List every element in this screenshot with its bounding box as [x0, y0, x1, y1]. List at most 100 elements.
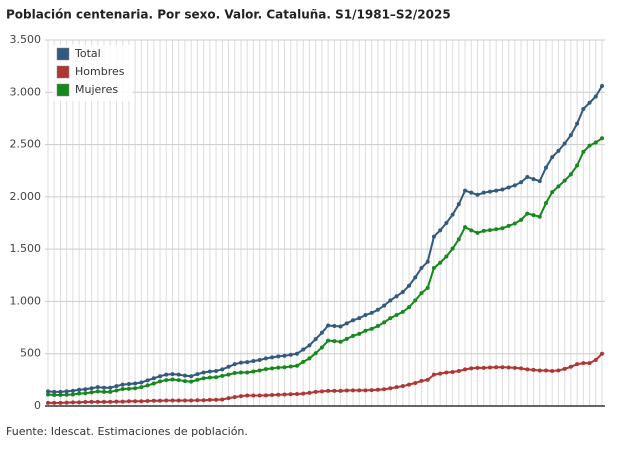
- point: [158, 398, 163, 403]
- point: [133, 381, 138, 386]
- point: [95, 385, 100, 390]
- point: [83, 387, 88, 392]
- point: [70, 388, 75, 393]
- point: [245, 370, 250, 375]
- point: [344, 388, 349, 393]
- point: [351, 388, 356, 393]
- point: [444, 254, 449, 259]
- point: [207, 369, 212, 374]
- point: [463, 188, 468, 193]
- point: [52, 389, 57, 394]
- point: [450, 212, 455, 217]
- point: [282, 365, 287, 370]
- point: [46, 392, 50, 397]
- point: [176, 372, 181, 377]
- point: [270, 355, 275, 360]
- point: [301, 391, 306, 396]
- point: [357, 388, 362, 393]
- point: [238, 370, 243, 375]
- legend-swatch: [56, 83, 70, 97]
- y-tick-label: 3.500: [10, 33, 42, 46]
- point: [456, 202, 461, 207]
- point: [581, 361, 586, 366]
- point: [407, 382, 412, 387]
- point: [89, 390, 94, 395]
- point: [537, 368, 542, 373]
- point: [58, 389, 63, 394]
- point: [369, 388, 374, 393]
- point: [226, 372, 231, 377]
- point: [469, 228, 474, 233]
- point: [139, 399, 144, 404]
- point: [587, 143, 592, 148]
- point: [575, 362, 580, 367]
- point: [126, 382, 131, 387]
- point: [151, 381, 156, 386]
- point: [301, 359, 306, 364]
- point: [550, 155, 555, 160]
- point: [375, 387, 380, 392]
- point: [363, 313, 368, 318]
- point: [351, 318, 356, 323]
- point: [519, 180, 524, 185]
- point: [481, 190, 486, 195]
- point: [120, 386, 125, 391]
- point: [425, 377, 430, 382]
- point: [431, 372, 436, 377]
- point: [263, 356, 268, 361]
- point: [382, 303, 387, 308]
- point: [145, 383, 150, 388]
- point: [487, 228, 492, 233]
- point: [238, 360, 243, 365]
- point: [419, 265, 424, 270]
- point: [338, 324, 343, 329]
- point: [407, 305, 412, 310]
- y-tick-label: 1.000: [10, 294, 42, 307]
- point: [438, 228, 443, 233]
- point: [133, 399, 138, 404]
- point: [506, 365, 511, 370]
- point: [214, 397, 219, 402]
- y-tick-label: 2.000: [10, 190, 42, 203]
- point: [201, 376, 206, 381]
- point: [195, 372, 200, 377]
- point: [450, 370, 455, 375]
- y-tick-label: 0: [34, 399, 41, 412]
- point: [276, 354, 281, 359]
- point: [550, 190, 555, 195]
- point: [319, 330, 324, 335]
- point: [214, 375, 219, 380]
- point: [562, 141, 567, 146]
- point: [475, 192, 480, 197]
- point: [587, 100, 592, 105]
- point: [475, 365, 480, 370]
- point: [382, 387, 387, 392]
- point: [388, 386, 393, 391]
- point: [102, 399, 107, 404]
- point: [562, 366, 567, 371]
- point: [456, 237, 461, 242]
- point: [251, 369, 256, 374]
- point: [232, 362, 237, 367]
- point: [83, 391, 88, 396]
- point: [89, 399, 94, 404]
- point: [556, 184, 561, 189]
- point: [512, 365, 517, 370]
- point: [189, 398, 194, 403]
- point: [363, 388, 368, 393]
- point: [319, 345, 324, 350]
- point: [506, 223, 511, 228]
- point: [450, 246, 455, 251]
- point: [151, 398, 156, 403]
- point: [307, 356, 312, 361]
- point: [151, 376, 156, 381]
- point: [195, 398, 200, 403]
- point: [413, 275, 418, 280]
- point: [413, 298, 418, 303]
- point: [95, 399, 100, 404]
- point: [64, 400, 69, 405]
- point: [600, 84, 604, 89]
- point: [214, 368, 219, 373]
- point: [139, 385, 144, 390]
- point: [313, 389, 318, 394]
